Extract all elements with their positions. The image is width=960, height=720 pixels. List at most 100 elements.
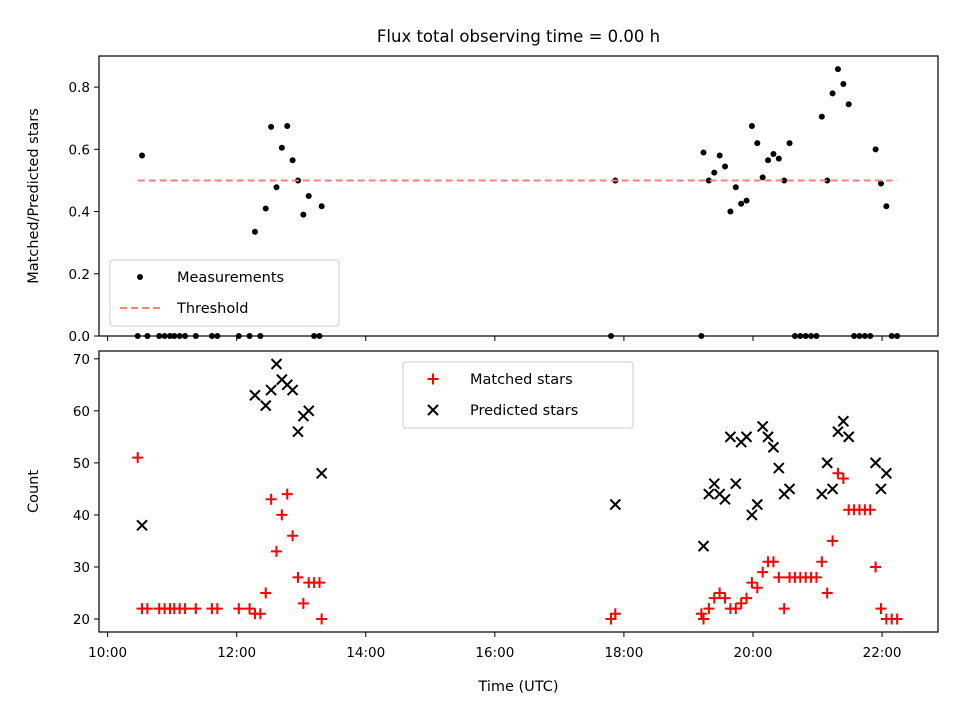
- legend-box: [109, 259, 340, 327]
- measurement-point: [732, 184, 739, 191]
- predicted-star-point: [751, 498, 763, 511]
- matched-star-point: [773, 571, 785, 583]
- x-tick-label: 14:00: [346, 645, 385, 661]
- matched-star-point: [741, 592, 753, 604]
- matched-star-point: [297, 597, 309, 609]
- legend: Matched stars Predicted stars: [402, 361, 634, 429]
- matched-star-point: [260, 587, 272, 599]
- measurement-point: [829, 90, 836, 97]
- predicted-star-point: [609, 498, 622, 511]
- matched-star-point: [287, 530, 299, 542]
- legend: Measurements Threshold: [109, 259, 340, 327]
- plot-area-2: [132, 358, 903, 625]
- matched-star-point: [864, 504, 876, 516]
- measurement-point: [877, 180, 884, 187]
- measurement-point: [251, 228, 258, 235]
- matched-star-point: [751, 582, 763, 594]
- predicted-star-point: [697, 540, 710, 552]
- matched-star-point: [265, 493, 277, 505]
- predicted-star-point: [719, 493, 731, 506]
- matched-star-point: [314, 577, 326, 589]
- predicted-star-point: [746, 509, 758, 521]
- matched-star-point: [719, 592, 731, 604]
- measurement-point: [711, 169, 718, 176]
- legend-label: Threshold: [176, 301, 248, 317]
- measurement-point: [289, 157, 296, 164]
- predicted-star-point: [875, 483, 887, 495]
- matched-star-point: [244, 603, 256, 615]
- x-tick-label: 22:00: [863, 645, 902, 661]
- measurement-point: [716, 152, 723, 159]
- predicted-star-point: [762, 431, 774, 443]
- matched-star-point: [179, 603, 191, 615]
- axes-frame: [98, 350, 939, 633]
- measurement-point: [743, 197, 750, 204]
- chart-title: Flux total observing time = 0.00 h: [377, 27, 660, 46]
- predicted-star-point: [773, 462, 785, 474]
- x-tick-label: 10:00: [88, 645, 127, 661]
- predicted-star-point: [703, 488, 715, 500]
- matched-star-point: [870, 561, 882, 573]
- y-tick-label: 20: [73, 612, 90, 628]
- measurement-point: [775, 155, 782, 162]
- legend-matched-swatch: [427, 373, 439, 385]
- measurement-point: [305, 193, 312, 199]
- measurement-point: [722, 163, 729, 170]
- y-tick-label: 0.4: [69, 205, 90, 221]
- y-axis-label: Count: [26, 470, 42, 513]
- legend-predicted-swatch: [427, 404, 439, 416]
- measurement-point: [759, 174, 766, 181]
- predicted-star-point: [270, 358, 283, 370]
- axes-frame: [98, 55, 939, 337]
- matched-star-point: [703, 603, 715, 615]
- y-tick-label: 60: [73, 404, 90, 420]
- matched-star-point: [211, 603, 223, 615]
- predicted-star-point: [767, 441, 780, 453]
- matched-star-point: [233, 603, 245, 615]
- measurement-point: [845, 101, 852, 108]
- predicted-star-point: [730, 477, 742, 490]
- predicted-star-point: [249, 389, 261, 401]
- measurement-point: [834, 66, 841, 73]
- matched-star-point: [281, 488, 293, 500]
- matched-star-point: [276, 509, 288, 521]
- measurement-point: [748, 123, 755, 129]
- matched-star-point: [714, 587, 726, 599]
- predicted-star-point: [286, 384, 299, 396]
- matched-star-point: [767, 556, 779, 568]
- matched-star-point: [292, 571, 304, 583]
- matched-star-point: [778, 603, 790, 615]
- matched-star-point: [821, 587, 833, 599]
- measurement-point: [738, 200, 745, 207]
- matched-star-point: [730, 603, 742, 615]
- predicted-star-point: [315, 467, 328, 479]
- measurement-point: [278, 144, 285, 151]
- matched-star-point: [132, 452, 144, 464]
- measurement-point: [268, 123, 275, 130]
- matched-star-point: [254, 608, 266, 620]
- predicted-star-point: [756, 420, 769, 433]
- legend-measurement-swatch: [137, 274, 143, 280]
- predicted-star-point: [843, 431, 855, 443]
- predicted-star-point: [260, 399, 272, 412]
- matched-star-point: [816, 556, 828, 568]
- predicted-star-point: [303, 405, 315, 417]
- measurement-point: [300, 211, 307, 218]
- predicted-star-point: [880, 467, 893, 479]
- x-tick-label: 18:00: [604, 645, 643, 661]
- predicted-star-point: [740, 431, 753, 443]
- predicted-star-point: [826, 483, 839, 495]
- predicted-star-point: [708, 477, 720, 490]
- predicted-star-point: [837, 415, 850, 427]
- measurement-point: [781, 177, 788, 184]
- matched-star-point: [832, 467, 844, 479]
- matched-star-point: [316, 613, 328, 625]
- y-tick-label: 0.8: [69, 80, 90, 96]
- matched-star-point: [891, 613, 903, 625]
- predicted-star-point: [783, 483, 796, 495]
- x-tick-label: 12:00: [217, 645, 256, 661]
- y-tick-label: 0.0: [69, 329, 90, 345]
- measurement-point: [754, 140, 761, 147]
- predicted-star-point: [821, 457, 833, 469]
